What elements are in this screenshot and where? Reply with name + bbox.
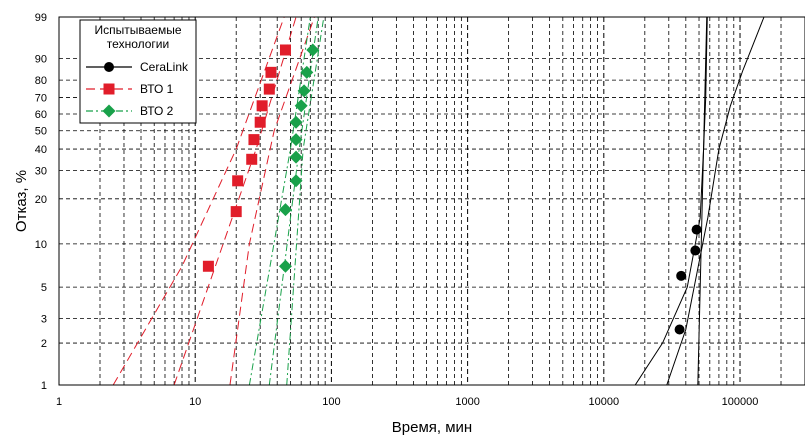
- series-0-point: [690, 245, 701, 256]
- y-axis-title: Отказ, %: [13, 170, 30, 232]
- series-1-bound-1: [229, 17, 315, 385]
- grid: [58, 16, 805, 386]
- series-2-fit-line: [268, 17, 319, 385]
- series-1-point: [230, 206, 242, 218]
- series-2-point: [289, 150, 303, 164]
- series-2-bound-0: [248, 17, 311, 385]
- series-0-bound-1: [666, 17, 765, 385]
- series-0-fit-line: [697, 17, 708, 385]
- x-tick-label: 1: [56, 396, 62, 408]
- y-tick-label: 80: [35, 75, 47, 87]
- series-1-point: [232, 175, 244, 187]
- series-2-point: [289, 174, 303, 188]
- series-1-point: [279, 44, 291, 56]
- legend-marker: [102, 104, 116, 118]
- y-tick-label: 50: [35, 126, 47, 138]
- series-0-point: [691, 224, 702, 235]
- series-1-point: [254, 116, 266, 128]
- legend: Испытываемые технологии CeraLink ВТО 1 ВТО…: [79, 19, 197, 124]
- legend-entry: ВТО 2: [86, 104, 174, 118]
- series-2-point: [294, 99, 308, 113]
- legend-title-line-2: технологии: [107, 37, 169, 51]
- y-tick-label: 3: [41, 313, 47, 325]
- series-2-point: [289, 133, 303, 147]
- y-tick-label: 1: [41, 380, 47, 392]
- series-1-point: [248, 134, 260, 146]
- series-2-point: [278, 259, 292, 273]
- legend-entry: ВТО 1: [86, 82, 174, 96]
- series-2-point: [306, 43, 320, 57]
- legend-title-line-1: Испытываемые: [94, 23, 181, 37]
- y-tick-label: 70: [35, 93, 47, 105]
- confidence-bounds: [112, 17, 765, 385]
- x-axis-title: Время, мин: [392, 419, 472, 436]
- y-tick-label: 30: [35, 166, 47, 178]
- series-0-point: [676, 270, 687, 281]
- legend-marker: [104, 62, 114, 72]
- legend-label: ВТО 1: [140, 82, 174, 96]
- y-tick-label: 90: [35, 54, 47, 66]
- series-2-point: [278, 203, 292, 217]
- series-2-point: [289, 115, 303, 129]
- series-0-point: [674, 324, 685, 335]
- x-tick-label: 100: [322, 396, 340, 408]
- legend-entries: CeraLink ВТО 1 ВТО 2: [86, 60, 189, 118]
- y-tick-label: 5: [41, 282, 47, 294]
- series-1-point: [246, 153, 258, 165]
- y-tick-label: 60: [35, 109, 47, 121]
- series-2-point: [300, 65, 314, 79]
- x-tick-label: 10: [189, 396, 201, 408]
- legend-box: [79, 19, 197, 124]
- x-tick-label: 1000: [455, 396, 479, 408]
- series-1-point: [256, 100, 268, 112]
- legend-label: ВТО 2: [140, 104, 174, 118]
- legend-entry: CeraLink: [86, 60, 189, 74]
- data-points: [202, 43, 702, 335]
- x-tick-label: 100000: [722, 396, 759, 408]
- series-1-point: [202, 260, 214, 272]
- series-2-bound-1: [286, 17, 325, 385]
- fit-lines: [173, 17, 708, 385]
- y-tick-label: 20: [35, 194, 47, 206]
- series-1-fit-line: [173, 17, 297, 385]
- tick-labels: 1 10 100 1000 10000 100000 1 2 3 5 10 20 30 40 50 60 70 8…: [35, 12, 759, 408]
- series-2-point: [297, 84, 311, 98]
- series-1-point: [265, 66, 277, 78]
- legend-label: CeraLink: [140, 60, 189, 74]
- plot-frame: [58, 16, 805, 386]
- series-0-bound-0: [634, 17, 708, 385]
- y-tick-label: 2: [41, 338, 47, 350]
- series-1-point: [263, 83, 275, 95]
- series-1-bound-0: [112, 17, 285, 385]
- y-tick-label: 40: [35, 144, 47, 156]
- legend-marker: [103, 83, 115, 95]
- x-tick-label: 10000: [589, 396, 620, 408]
- y-tick-label: 10: [35, 239, 47, 251]
- y-tick-label: 99: [35, 12, 47, 24]
